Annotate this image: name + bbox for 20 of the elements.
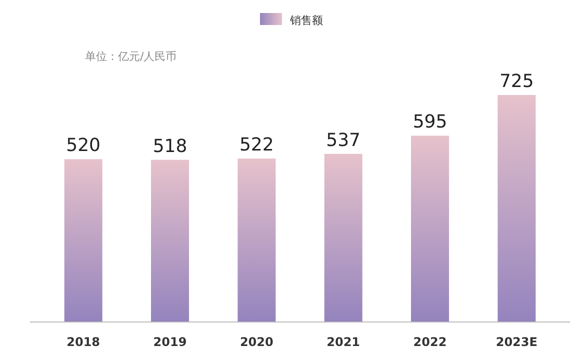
bar [238, 158, 276, 322]
bar [151, 160, 189, 322]
bar [324, 154, 362, 322]
data-label: 537 [326, 130, 361, 151]
x-tick-label: 2018 [66, 335, 100, 349]
data-label: 522 [239, 134, 274, 156]
x-tick-label: 2020 [240, 335, 274, 349]
text: 单位：亿元/人民币 [85, 50, 177, 63]
x-tick-label: 2021 [326, 335, 360, 349]
data-label: 520 [66, 135, 101, 156]
x-tick-label: 2022 [413, 335, 447, 349]
x-tick-label: 2023E [496, 335, 538, 349]
x-tick-label: 2019 [153, 335, 187, 349]
bar [411, 136, 449, 322]
data-label: 518 [152, 136, 188, 157]
bar [64, 159, 102, 322]
data-label: 725 [499, 71, 534, 92]
bar [498, 95, 536, 322]
legend-label: 销售额 [289, 14, 323, 27]
data-label: 595 [412, 112, 448, 133]
